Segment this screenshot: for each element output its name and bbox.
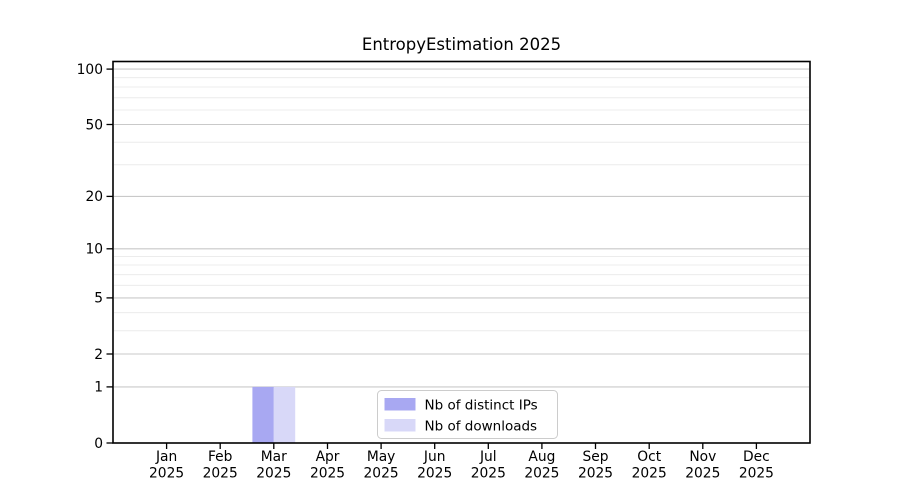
axes: 0125102050100Jan2025Feb2025Mar2025Apr202… xyxy=(77,60,811,482)
y-tick-label: 2 xyxy=(94,347,103,363)
legend-box xyxy=(377,390,558,439)
legend-label-1: Nb of distinct IPs xyxy=(425,398,538,414)
legend-swatch-1 xyxy=(384,398,416,411)
y-tick-label: 100 xyxy=(77,62,103,78)
x-tick-label-year: 2025 xyxy=(685,466,720,482)
x-tick-label-month: Mar xyxy=(261,449,287,465)
x-tick-label-month: Oct xyxy=(637,449,661,465)
legend-swatch-2 xyxy=(384,419,416,432)
x-tick-label-month: Nov xyxy=(689,449,716,465)
x-tick-label-month: Apr xyxy=(316,449,340,465)
x-tick-label-month: Jun xyxy=(423,449,446,465)
x-tick-label-year: 2025 xyxy=(417,466,452,482)
y-tick-label: 50 xyxy=(85,117,103,133)
y-tick-label: 10 xyxy=(85,242,103,258)
x-tick-label-month: Dec xyxy=(743,449,770,465)
x-tick-label-month: Feb xyxy=(208,449,232,465)
x-tick-label-month: Jul xyxy=(479,449,497,465)
x-tick-label-month: Sep xyxy=(582,449,608,465)
x-tick-label-year: 2025 xyxy=(203,466,238,482)
x-tick-label-year: 2025 xyxy=(739,466,774,482)
y-tick-label: 20 xyxy=(85,189,103,205)
y-tick-label: 5 xyxy=(94,291,103,307)
x-tick-label-year: 2025 xyxy=(364,466,399,482)
x-tick-label-year: 2025 xyxy=(256,466,291,482)
plot-border xyxy=(112,60,811,444)
x-tick-label-year: 2025 xyxy=(632,466,667,482)
x-tick-label-year: 2025 xyxy=(578,466,613,482)
x-tick-label-year: 2025 xyxy=(524,466,559,482)
bars xyxy=(252,386,296,443)
bar-nb-of-distinct-ips xyxy=(252,386,274,443)
bar-nb-of-downloads xyxy=(273,386,296,443)
x-tick-label-month: Jan xyxy=(155,449,177,465)
chart-title: EntropyEstimation 2025 xyxy=(362,35,561,54)
x-tick-label-month: May xyxy=(367,449,396,465)
y-major-gridlines xyxy=(114,68,809,388)
y-tick-label: 0 xyxy=(94,436,103,452)
x-tick-label-year: 2025 xyxy=(149,466,184,482)
x-tick-label-year: 2025 xyxy=(310,466,345,482)
y-minor-gridlines xyxy=(114,77,809,332)
y-tick-label: 1 xyxy=(94,380,103,396)
x-tick-label-month: Aug xyxy=(528,449,555,465)
legend-label-2: Nb of downloads xyxy=(425,419,538,435)
legend: Nb of distinct IPs Nb of downloads xyxy=(377,390,558,439)
x-tick-label-year: 2025 xyxy=(471,466,506,482)
